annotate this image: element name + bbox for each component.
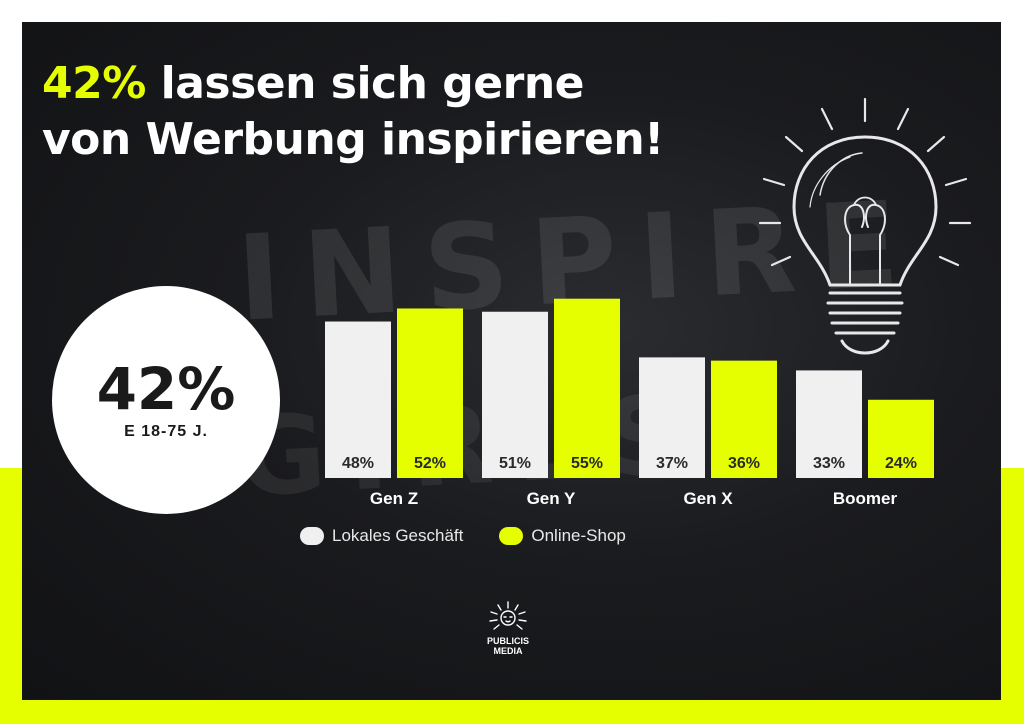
legend-item-online: Online-Shop (499, 526, 626, 546)
data-label-local-1: 51% (499, 455, 531, 472)
category-label-0: Gen Z (370, 489, 418, 508)
title-line2: von Werbung inspirieren! (42, 114, 664, 165)
publicis-media-logo: PUBLICIS MEDIA (478, 600, 538, 656)
legend-swatch-online (499, 527, 524, 545)
category-label-3: Boomer (833, 489, 898, 508)
badge-sublabel: E 18-75 J. (124, 423, 208, 440)
bar-online-1 (554, 298, 620, 478)
category-label-2: Gen X (683, 489, 733, 508)
light-bulb-icon (758, 97, 972, 355)
bar-local-3 (796, 370, 862, 478)
headline-stat-badge: 42% E 18-75 J. (52, 286, 280, 514)
data-label-online-0: 52% (414, 455, 446, 472)
logo-line2: MEDIA (493, 646, 523, 656)
page-title: 42% lassen sich gerne von Werbung inspir… (42, 56, 664, 168)
data-label-local-3: 33% (813, 455, 845, 472)
bar-online-0 (397, 308, 463, 478)
legend-label-local: Lokales Geschäft (332, 526, 464, 545)
bar-online-2 (711, 360, 777, 478)
title-highlight: 42% (42, 58, 146, 109)
title-line1: lassen sich gerne (145, 58, 585, 109)
badge-value: 42% (96, 355, 236, 423)
bar-local-0 (325, 321, 391, 478)
bar-local-2 (639, 357, 705, 478)
legend-label-online: Online-Shop (531, 526, 626, 545)
data-label-local-0: 48% (342, 455, 374, 472)
legend-item-local: Lokales Geschäft (300, 526, 463, 546)
chart-legend: Lokales Geschäft Online-Shop (300, 526, 626, 546)
logo-line1: PUBLICIS (486, 636, 529, 646)
data-label-online-2: 36% (728, 455, 760, 472)
legend-swatch-local (300, 527, 324, 545)
data-label-local-2: 37% (656, 455, 688, 472)
data-label-online-3: 24% (885, 455, 917, 472)
category-label-1: Gen Y (527, 489, 576, 508)
publicis-lion-logo-icon (489, 601, 527, 630)
bar-online-3 (868, 399, 934, 478)
data-label-online-1: 55% (571, 455, 603, 472)
bar-local-1 (482, 311, 548, 478)
